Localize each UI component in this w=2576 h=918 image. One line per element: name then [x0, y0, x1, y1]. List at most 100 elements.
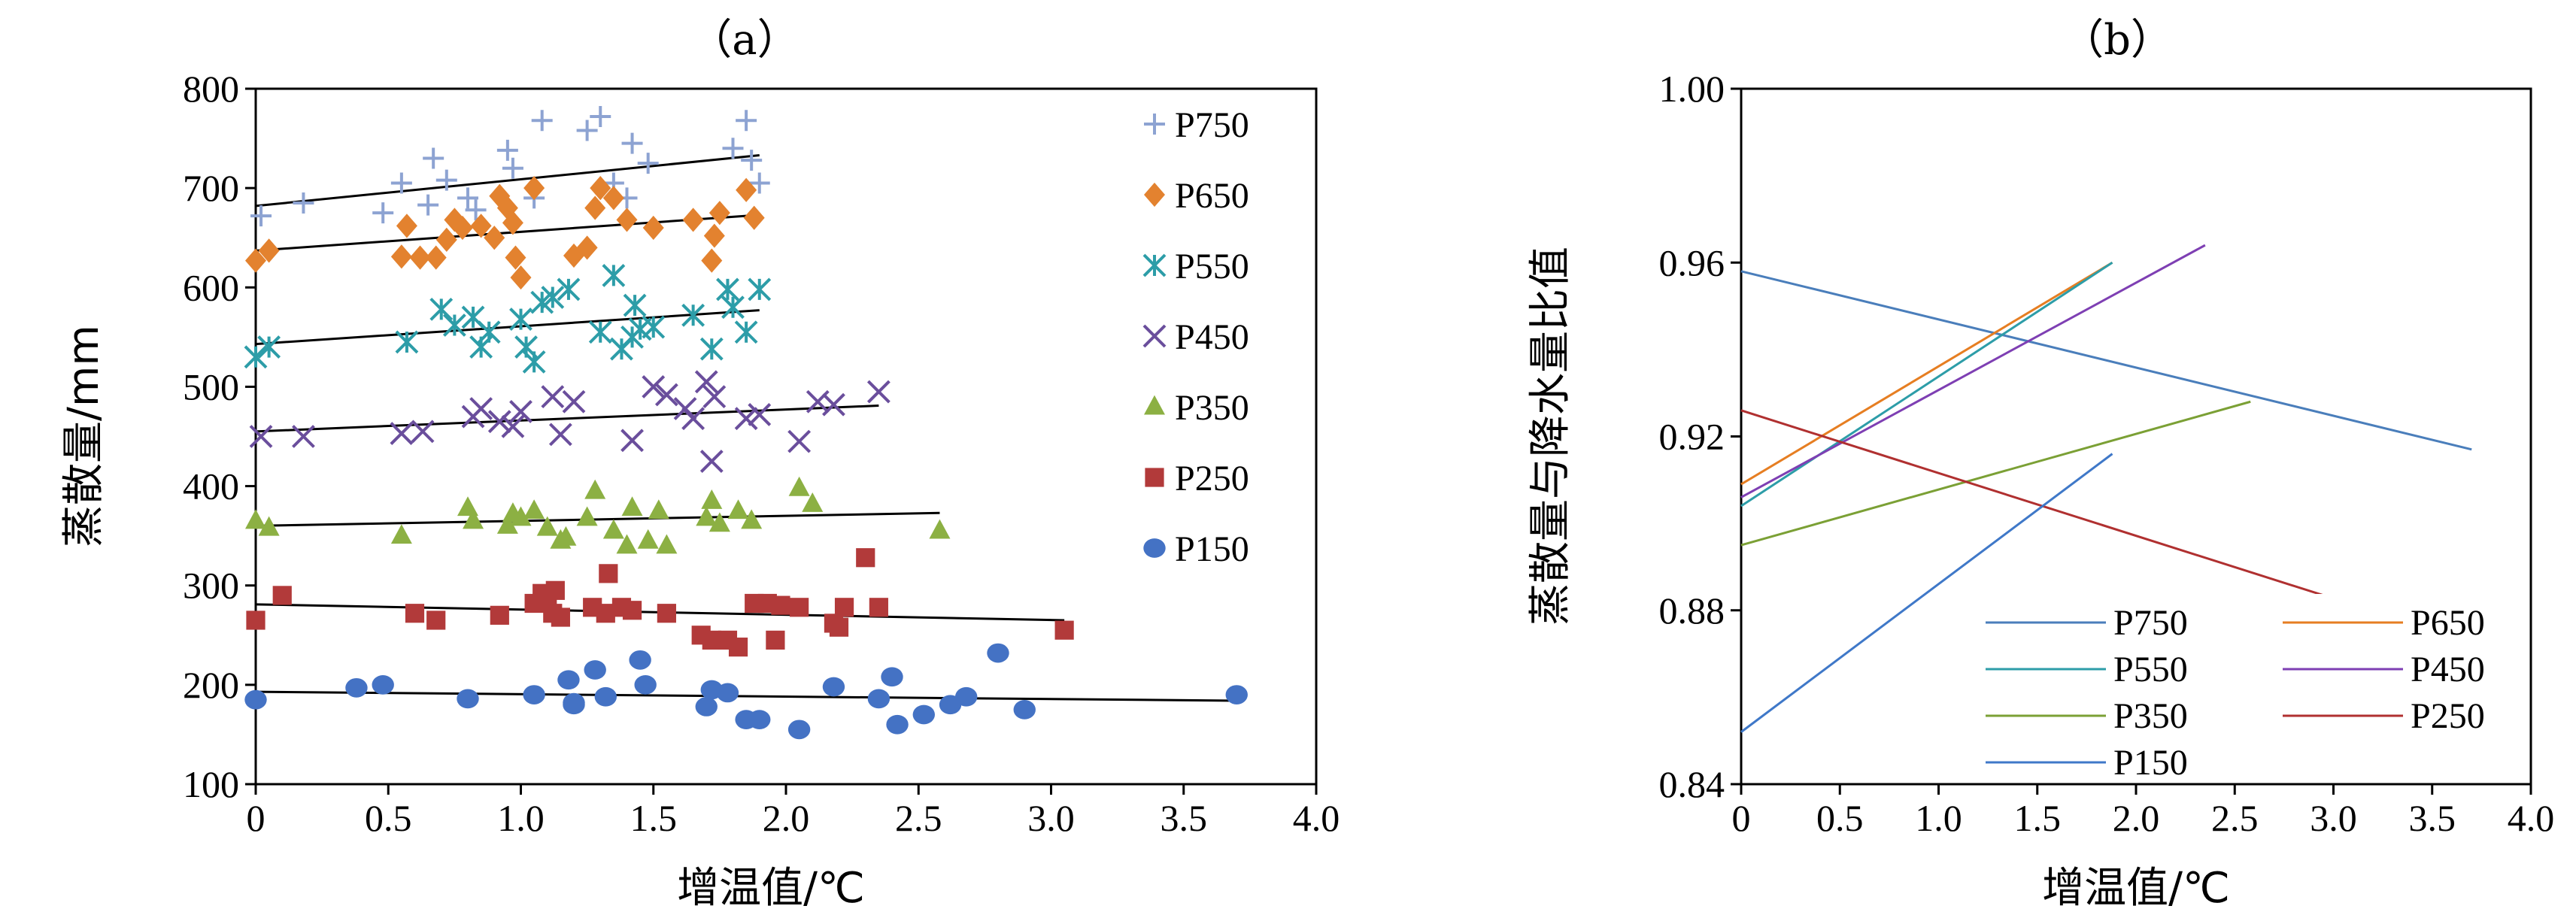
x-tick-label: 3.5	[2409, 797, 2456, 839]
data-point	[657, 604, 676, 623]
data-point	[599, 564, 618, 583]
data-point	[258, 516, 280, 536]
data-point	[748, 403, 772, 426]
data-point	[869, 598, 888, 617]
data-point	[244, 345, 268, 369]
data-point	[390, 524, 412, 544]
y-tick-label: 500	[183, 365, 239, 407]
data-point	[596, 604, 615, 623]
data-point	[345, 677, 368, 698]
data-point	[576, 120, 598, 141]
y-tick-label: 600	[183, 266, 239, 308]
trend-line	[255, 511, 940, 527]
y-tick-label: 300	[183, 565, 239, 607]
legend-label: P650	[1175, 176, 1249, 216]
data-point	[457, 187, 478, 209]
panel-b: （b） 0.84 0.88 0.92 0.96 1.00 0 0.5 1.0 1.5 2.0 2.…	[1526, 16, 2554, 913]
data-point	[246, 610, 265, 630]
data-point	[411, 420, 435, 444]
data-point	[637, 529, 659, 549]
x-tick-label: 0	[1732, 797, 1751, 839]
data-point	[1144, 114, 1165, 135]
data-point	[501, 414, 525, 438]
legend-label: P550	[1175, 247, 1249, 286]
data-point	[551, 607, 570, 627]
x-tick-label: 2.0	[2113, 797, 2160, 839]
data-point	[702, 385, 727, 409]
data-point	[502, 157, 523, 179]
data-point	[912, 704, 936, 725]
y-tick-label: 0.92	[1659, 416, 1725, 458]
data-point	[584, 195, 606, 220]
data-point	[642, 215, 664, 241]
data-point	[708, 512, 730, 532]
data-point	[510, 265, 532, 290]
data-point	[390, 172, 412, 194]
data-point	[987, 643, 1009, 663]
data-point	[490, 605, 509, 625]
panel-a-y-ticks: 100 200 300 400 500 600 700 800	[183, 68, 256, 805]
data-point	[727, 499, 749, 520]
y-tick-label: 1.00	[1659, 68, 1725, 110]
data-point	[721, 295, 745, 320]
trend-line	[255, 404, 879, 433]
data-point	[435, 227, 457, 252]
data-point	[372, 674, 394, 695]
data-point	[703, 223, 725, 248]
data-point	[536, 516, 558, 536]
legend-label: P450	[1175, 317, 1249, 357]
data-point	[470, 214, 492, 238]
data-point	[701, 248, 723, 273]
data-point	[594, 686, 617, 707]
data-point	[694, 370, 718, 394]
data-point	[629, 650, 651, 670]
data-point	[409, 245, 431, 270]
data-point	[457, 496, 478, 517]
data-point	[390, 422, 414, 445]
data-point	[588, 320, 612, 344]
data-point	[584, 660, 606, 680]
data-point	[557, 277, 581, 301]
data-point	[477, 320, 501, 344]
data-point	[699, 337, 724, 361]
data-point	[469, 397, 493, 420]
data-point	[748, 172, 770, 194]
panel-a-label: （a）	[690, 16, 799, 65]
data-point	[867, 689, 891, 709]
data-point	[1144, 395, 1165, 415]
data-point	[249, 425, 273, 448]
data-point	[736, 110, 757, 132]
data-point	[741, 509, 763, 529]
y-tick-label: 700	[183, 167, 239, 209]
legend-label: P650	[2411, 603, 2485, 643]
data-point	[734, 407, 758, 431]
data-point	[257, 335, 281, 359]
x-tick-label: 0	[247, 797, 265, 839]
legend-label: P450	[2411, 650, 2485, 689]
data-point	[590, 176, 611, 201]
legend-label: P150	[1175, 529, 1249, 569]
x-tick-label: 3.0	[2310, 797, 2357, 839]
data-point	[1143, 538, 1166, 558]
trend-line	[255, 690, 1237, 702]
data-point	[487, 410, 511, 434]
series-line	[1740, 400, 2251, 547]
data-point	[886, 714, 909, 735]
data-point	[584, 479, 606, 499]
x-tick-label: 2.5	[895, 797, 942, 839]
data-point	[1054, 620, 1074, 640]
y-tick-label: 800	[183, 68, 239, 110]
legend-label: P350	[2113, 696, 2188, 736]
trend-line	[255, 214, 760, 252]
data-point	[822, 677, 845, 697]
data-point	[654, 383, 678, 407]
legend-label: P250	[2411, 696, 2485, 736]
data-point	[405, 604, 425, 623]
data-point	[602, 264, 626, 287]
x-tick-label: 0.5	[1816, 797, 1864, 839]
data-point	[444, 208, 466, 232]
data-point	[484, 226, 505, 250]
data-point	[1145, 468, 1164, 487]
data-point	[522, 350, 546, 374]
data-point	[642, 315, 666, 339]
